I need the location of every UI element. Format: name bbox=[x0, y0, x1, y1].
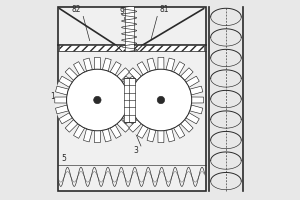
Polygon shape bbox=[123, 76, 136, 87]
Polygon shape bbox=[147, 58, 156, 71]
Polygon shape bbox=[137, 62, 148, 75]
Polygon shape bbox=[56, 86, 69, 95]
Polygon shape bbox=[181, 120, 193, 132]
Circle shape bbox=[130, 69, 192, 131]
Polygon shape bbox=[129, 120, 141, 132]
Text: 5: 5 bbox=[61, 154, 66, 163]
Bar bbox=[124, 78, 135, 122]
Polygon shape bbox=[102, 58, 111, 71]
Polygon shape bbox=[126, 86, 139, 95]
Polygon shape bbox=[59, 113, 72, 124]
Bar bbox=[58, 7, 206, 191]
Polygon shape bbox=[65, 68, 78, 80]
Polygon shape bbox=[137, 125, 148, 138]
Polygon shape bbox=[122, 76, 136, 87]
Polygon shape bbox=[190, 86, 203, 95]
Text: 82: 82 bbox=[72, 5, 81, 14]
Bar bbox=[125, 7, 134, 51]
Circle shape bbox=[67, 69, 128, 131]
Circle shape bbox=[118, 57, 204, 143]
Polygon shape bbox=[174, 62, 185, 75]
Polygon shape bbox=[166, 129, 175, 142]
Polygon shape bbox=[136, 45, 204, 51]
Polygon shape bbox=[147, 129, 156, 142]
Polygon shape bbox=[74, 62, 85, 75]
Polygon shape bbox=[60, 45, 122, 51]
Polygon shape bbox=[190, 105, 203, 114]
Polygon shape bbox=[186, 76, 199, 87]
Polygon shape bbox=[116, 45, 142, 51]
Polygon shape bbox=[119, 105, 132, 114]
Polygon shape bbox=[166, 58, 175, 71]
Polygon shape bbox=[83, 58, 92, 71]
Polygon shape bbox=[94, 131, 100, 143]
Polygon shape bbox=[126, 105, 139, 114]
Circle shape bbox=[55, 57, 140, 143]
Polygon shape bbox=[192, 97, 203, 103]
Polygon shape bbox=[158, 57, 164, 69]
Polygon shape bbox=[117, 68, 130, 80]
Text: 9: 9 bbox=[120, 7, 124, 16]
Polygon shape bbox=[129, 68, 141, 80]
Circle shape bbox=[94, 96, 101, 104]
Polygon shape bbox=[123, 113, 136, 124]
Polygon shape bbox=[186, 113, 199, 124]
Polygon shape bbox=[59, 76, 72, 87]
Polygon shape bbox=[158, 131, 164, 143]
Polygon shape bbox=[174, 125, 185, 138]
Polygon shape bbox=[94, 57, 100, 69]
Polygon shape bbox=[128, 97, 140, 103]
Polygon shape bbox=[110, 62, 121, 75]
Polygon shape bbox=[83, 129, 92, 142]
Polygon shape bbox=[55, 97, 67, 103]
Polygon shape bbox=[122, 113, 136, 124]
Polygon shape bbox=[65, 120, 78, 132]
Polygon shape bbox=[181, 68, 193, 80]
Polygon shape bbox=[102, 129, 111, 142]
Circle shape bbox=[157, 96, 165, 104]
Polygon shape bbox=[119, 86, 132, 95]
Polygon shape bbox=[117, 120, 130, 132]
Polygon shape bbox=[118, 97, 130, 103]
Polygon shape bbox=[110, 125, 121, 138]
Text: 1: 1 bbox=[50, 92, 55, 101]
Polygon shape bbox=[74, 125, 85, 138]
Text: 81: 81 bbox=[159, 5, 169, 14]
Polygon shape bbox=[56, 105, 69, 114]
Text: 3: 3 bbox=[134, 146, 139, 155]
